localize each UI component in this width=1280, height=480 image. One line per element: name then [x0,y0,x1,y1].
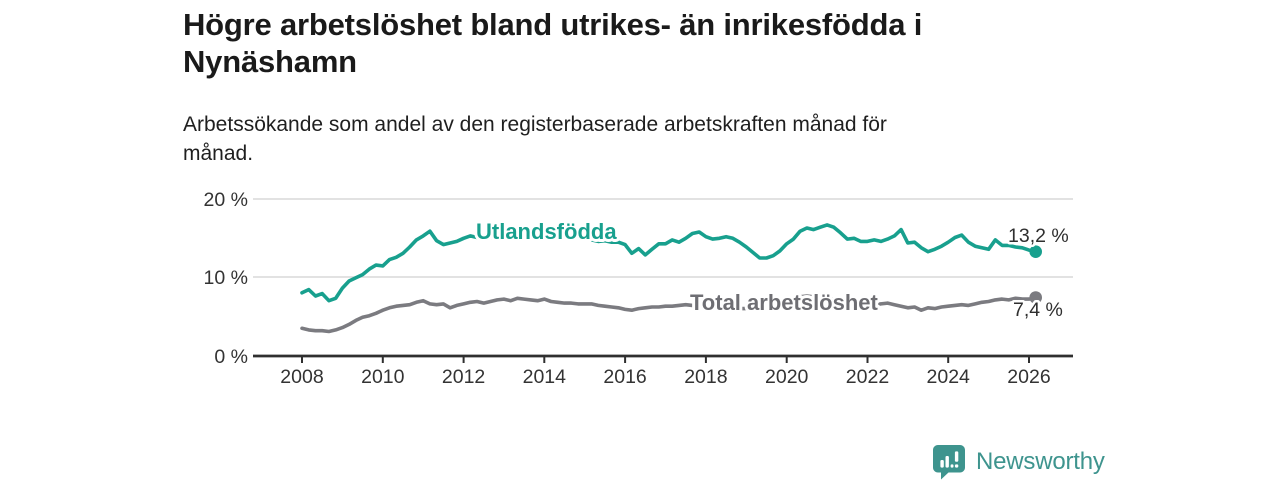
page-title-line-1: Högre arbetslöshet bland utrikes- än inr… [183,7,923,42]
y-gridlines [253,198,1073,278]
end-value-label-utlandsfodda: 13,2 % [1008,225,1069,247]
page-title-line-2: Nynäshamn [183,44,357,79]
x-tick-label-2012: 2012 [442,366,485,388]
series-1 [300,291,1042,334]
logo-bubble-shape [933,445,965,480]
x-tick-label-2014: 2014 [523,366,567,388]
x-tick-label-2022: 2022 [846,366,889,388]
x-tick-label-2024: 2024 [927,366,971,388]
x-tick-label-2026: 2026 [1007,366,1050,388]
chart-subtitle: Arbetssökande som andel av den registerb… [183,110,1083,168]
x-tick-label-2020: 2020 [765,366,809,388]
newsworthy-logo-icon [933,445,965,480]
x-axis-labels: 2008 2010 2012 2014 2016 2018 2020 2022 … [280,366,1050,388]
x-tick-label-2008: 2008 [280,366,323,388]
y-axis-labels: 20 % 10 % 0 % [204,189,248,368]
x-tick-label-2018: 2018 [684,366,727,388]
series-layer [300,223,1042,334]
y-tick-label-0: 0 % [214,346,248,368]
branding: Newsworthy [931,443,1105,480]
series-end-dot [1029,245,1042,258]
series-line [300,223,1038,303]
x-tick-label-2010: 2010 [361,366,405,388]
page-title: Högre arbetslöshet bland utrikes- än inr… [183,6,1083,80]
chart-subtitle-line-2: månad. [183,142,254,165]
series-line [300,294,1038,334]
series-end-dot [1029,291,1042,304]
y-tick-label-10: 10 % [204,267,248,289]
series-0 [300,223,1042,303]
end-value-label-total-arbetsloshet: 7,4 % [1013,299,1063,321]
series-label-utlandsfodda: Utlandsfödda [476,219,617,244]
chart-header: Högre arbetslöshet bland utrikes- än inr… [183,6,1083,80]
chart-subtitle-line-1: Arbetssökande som andel av den registerb… [183,113,887,136]
logo-bars-glyph [940,451,959,468]
y-tick-label-20: 20 % [204,189,248,211]
brand-name: Newsworthy [976,447,1105,475]
series-label-total-arbetsloshet: Total arbetslöshet [690,290,879,315]
x-ticks [301,357,1030,363]
line-chart: 20 % 10 % 0 % 2008 2010 2012 2014 2016 [204,189,1073,388]
x-tick-label-2016: 2016 [603,366,646,388]
